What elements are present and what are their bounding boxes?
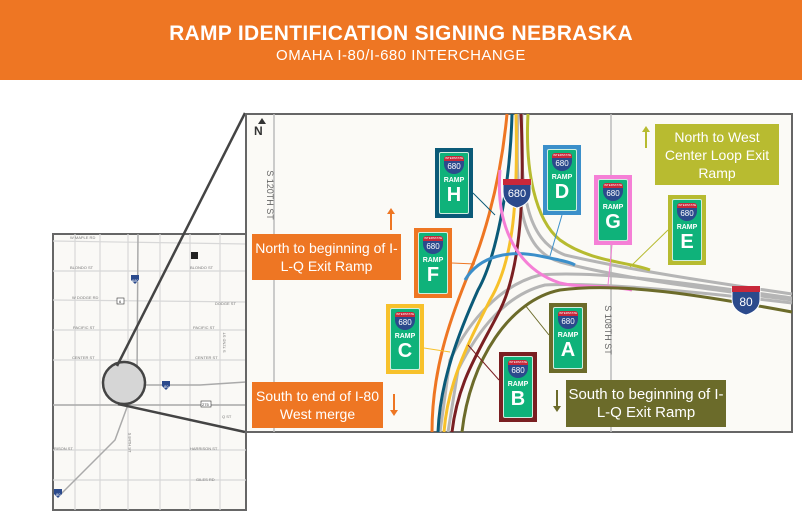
page-title: RAMP IDENTIFICATION SIGNING NEBRASKA [169, 22, 633, 45]
i80-shield: 80 [164, 384, 169, 389]
header-banner: RAMP IDENTIFICATION SIGNING NEBRASKA OMA… [0, 0, 802, 80]
street-label: PACIFIC ST [73, 325, 95, 330]
ramp-sign-c: INTERSTATE 680 RAMP C [386, 304, 424, 374]
i80-shield: 80 [56, 492, 61, 497]
note-north-f: North to beginning of I-L-Q Exit Ramp [252, 234, 401, 280]
ramp-sign-h: INTERSTATE 680 RAMP H [435, 148, 473, 218]
street-label: RISON ST [54, 446, 73, 451]
page-subtitle: OMAHA I-80/I-680 INTERCHANGE [276, 47, 526, 64]
i680-shield: 680 [132, 278, 139, 283]
i680-shield-label: 680 [507, 188, 527, 200]
overview-map [52, 112, 247, 511]
street-label: PACIFIC ST [193, 325, 215, 330]
ramp-sign-e: INTERSTATE 680 RAMP E [668, 195, 706, 265]
street-label: S 84TH ST [127, 432, 133, 453]
i80-shield-label: 80 [739, 295, 753, 309]
street-label: CENTER ST [72, 355, 95, 360]
note-south-a: South to beginning of I-L-Q Exit Ramp [566, 380, 726, 427]
us6-shield: 6 [119, 299, 122, 304]
street-label: S 72ND ST [221, 332, 227, 353]
i275-shield: 275 [202, 402, 209, 407]
street-label: DODGE ST [215, 301, 236, 306]
north-arrow-label: N [254, 124, 263, 138]
street-label: Q ST [222, 414, 232, 419]
street-label: BLONDO ST [70, 265, 94, 270]
street-label: GILES RD [196, 477, 215, 482]
street-label: CENTER ST [195, 355, 218, 360]
street-s108th: S 108TH ST [602, 305, 613, 355]
note-south-c: South to end of I-80 West merge [252, 382, 383, 428]
ramp-sign-f: INTERSTATE 680 RAMP F [414, 228, 452, 298]
ramp-sign-a: INTERSTATE 680 RAMP A [549, 303, 587, 373]
street-label: W MAPLE RD [70, 235, 96, 240]
ramp-sign-b: INTERSTATE 680 RAMP B [499, 352, 537, 422]
street-label: BLONDO ST [190, 265, 214, 270]
street-s120th: S 120TH ST [264, 170, 275, 220]
note-north-e: North to West Center Loop Exit Ramp [655, 124, 779, 185]
street-label: W DODGE RD [72, 295, 99, 300]
ramp-sign-d: INTERSTATE 680 RAMP D [543, 145, 581, 215]
ramp-sign-g: INTERSTATE 680 RAMP G [594, 175, 632, 245]
street-label: HARRISON ST [190, 446, 218, 451]
